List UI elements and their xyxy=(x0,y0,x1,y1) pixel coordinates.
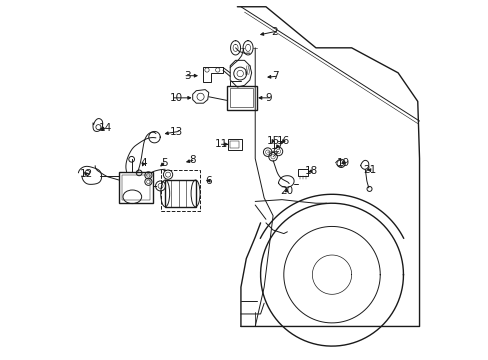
Text: 13: 13 xyxy=(170,127,183,137)
Bar xyxy=(226,86,257,111)
Text: 20: 20 xyxy=(280,186,293,197)
Text: 4: 4 xyxy=(140,158,147,168)
Text: 11: 11 xyxy=(215,139,228,149)
Text: 8: 8 xyxy=(189,156,196,165)
Text: 3: 3 xyxy=(183,71,190,81)
Text: 19: 19 xyxy=(337,158,350,168)
Bar xyxy=(230,88,253,107)
Text: 15: 15 xyxy=(266,136,279,146)
Bar xyxy=(122,175,149,201)
Bar xyxy=(119,172,152,203)
Bar xyxy=(298,168,307,176)
Bar xyxy=(228,139,242,150)
Text: 18: 18 xyxy=(305,166,318,176)
Text: 9: 9 xyxy=(265,93,271,103)
Text: 7: 7 xyxy=(271,71,278,81)
Text: 10: 10 xyxy=(170,93,183,103)
Text: 12: 12 xyxy=(80,168,93,179)
Text: 16: 16 xyxy=(277,136,290,146)
Text: 21: 21 xyxy=(362,165,375,175)
Text: 6: 6 xyxy=(205,176,212,186)
Text: 2: 2 xyxy=(270,27,277,37)
Text: 5: 5 xyxy=(161,158,167,168)
Text: 17: 17 xyxy=(270,141,284,151)
Bar xyxy=(230,141,239,148)
Text: 14: 14 xyxy=(99,123,112,133)
Bar xyxy=(165,180,195,207)
Bar xyxy=(161,170,200,211)
